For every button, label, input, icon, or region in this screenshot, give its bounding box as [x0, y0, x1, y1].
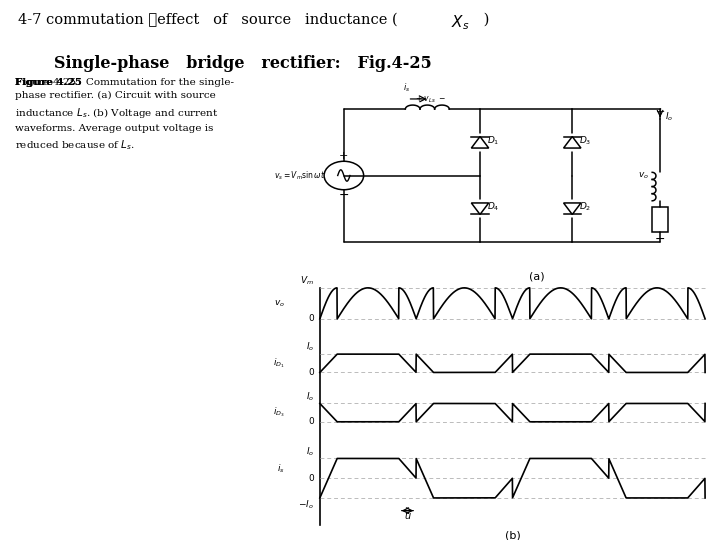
Text: 0: 0 [308, 474, 314, 483]
Text: −: − [655, 233, 665, 246]
Text: $i_{D_1}$: $i_{D_1}$ [274, 356, 285, 370]
Text: Figure 4.25   Commutation for the single-
phase rectifier. (a) Circuit with sour: Figure 4.25 Commutation for the single- … [15, 78, 235, 152]
Text: $i_s$: $i_s$ [277, 462, 285, 475]
Text: $D_4$: $D_4$ [487, 201, 499, 213]
Text: $i_s$: $i_s$ [403, 82, 410, 94]
Text: 0: 0 [308, 417, 314, 426]
Bar [652, 207, 667, 232]
Text: $D_3$: $D_3$ [579, 134, 591, 147]
Text: $v_s = V_m \sin \omega t$: $v_s = V_m \sin \omega t$ [274, 169, 325, 182]
Text: $I_o$: $I_o$ [665, 111, 674, 123]
Text: Figure 4.25: Figure 4.25 [15, 78, 82, 87]
Text: 0: 0 [308, 368, 314, 377]
Text: +: + [339, 151, 348, 161]
Text: 4-7 commutation ：effect   of   source   inductance (: 4-7 commutation ：effect of source induct… [18, 13, 402, 27]
Text: Figure 4.25: Figure 4.25 [15, 78, 82, 87]
Text: (b): (b) [505, 530, 521, 540]
Text: Figure 4.25   Commutation for the single-
phase rectifier. (a) Circuit with sour: Figure 4.25 Commutation for the single- … [15, 78, 235, 152]
Text: $i_{D_3}$: $i_{D_3}$ [274, 406, 285, 420]
Text: +: + [655, 106, 665, 117]
Text: $+\ v_{Ls}\ -$: $+\ v_{Ls}\ -$ [415, 94, 446, 105]
Text: $I_o$: $I_o$ [306, 341, 314, 353]
Text: $u$: $u$ [404, 511, 411, 521]
Text: $V_m$: $V_m$ [300, 275, 314, 287]
Text: ): ) [479, 13, 489, 27]
Text: 0: 0 [308, 314, 314, 323]
Text: −: − [338, 188, 349, 201]
Text: $D_1$: $D_1$ [487, 134, 499, 147]
Text: $v_o$: $v_o$ [274, 298, 285, 309]
Text: $I_o$: $I_o$ [306, 446, 314, 458]
Text: $X_s$: $X_s$ [451, 13, 469, 32]
Text: (a): (a) [529, 272, 545, 282]
Text: $-I_o$: $-I_o$ [298, 498, 314, 511]
Text: $D_2$: $D_2$ [579, 201, 591, 213]
Text: $v_o$: $v_o$ [638, 170, 649, 181]
Text: $I_o$: $I_o$ [306, 390, 314, 403]
Text: Single-phase   bridge   rectifier:   Fig.4-25: Single-phase bridge rectifier: Fig.4-25 [54, 55, 432, 72]
